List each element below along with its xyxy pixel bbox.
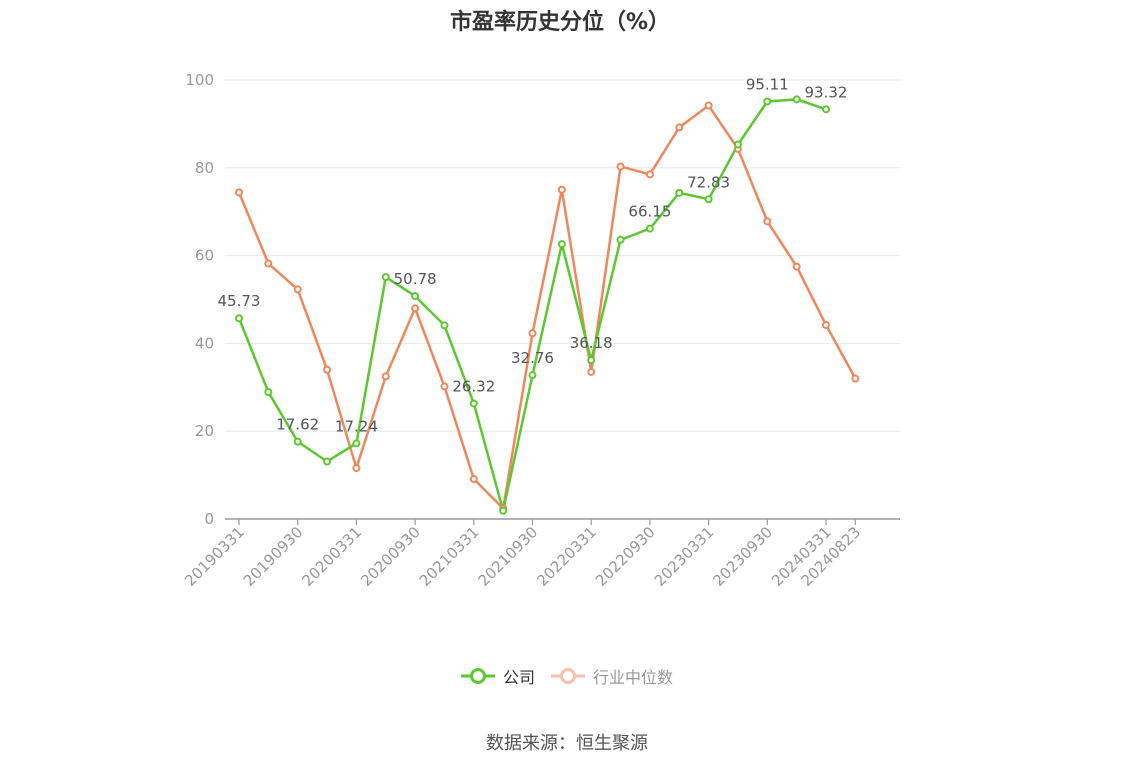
y-tick-label: 100 (185, 71, 214, 89)
series-lines (237, 98, 857, 512)
data-point-industry-median[interactable] (763, 217, 772, 226)
x-tick-label: 20230331 (651, 523, 718, 590)
data-label: 17.62 (276, 416, 319, 434)
data-point-industry-median[interactable] (528, 329, 537, 338)
y-tick-label: 60 (195, 247, 214, 265)
data-label: 32.76 (511, 349, 554, 367)
x-tick-label: 20190930 (240, 523, 307, 590)
x-tick-label: 20190331 (181, 523, 248, 590)
data-point-company[interactable] (499, 506, 508, 515)
legend: 公司 行业中位数 (0, 664, 1134, 688)
data-point-industry-median[interactable] (264, 259, 273, 268)
data-point-company[interactable] (645, 224, 654, 233)
data-point-company[interactable] (235, 314, 243, 323)
data-point-company[interactable] (323, 457, 332, 466)
series-line-industry-median (237, 104, 857, 510)
data-point-company[interactable] (822, 105, 830, 114)
x-tick-label: 20210930 (475, 523, 542, 590)
data-point-industry-median[interactable] (616, 162, 625, 171)
legend-marker-company (460, 668, 495, 684)
x-tick-label: 20210331 (416, 523, 483, 590)
data-point-industry-median[interactable] (792, 262, 801, 271)
data-point-company[interactable] (733, 140, 742, 149)
data-point-industry-median[interactable] (235, 188, 243, 197)
grid-lines (225, 79, 900, 432)
data-point-industry-median[interactable] (557, 185, 566, 194)
data-point-industry-median[interactable] (352, 464, 361, 473)
data-point-industry-median[interactable] (411, 304, 420, 313)
y-tick-label: 80 (195, 159, 214, 177)
data-labels: 45.73 17.62 17.24 50.78 26.32 32.76 36.18 66.15… (218, 75, 848, 435)
data-point-company[interactable] (352, 439, 361, 448)
data-point-company[interactable] (675, 188, 684, 197)
data-label: 72.83 (687, 173, 730, 191)
legend-item-industry-median[interactable]: 行业中位数 (551, 664, 673, 688)
x-tick-label: 20220930 (592, 523, 659, 590)
x-tick-label: 20220331 (533, 523, 600, 590)
data-point-industry-median[interactable] (587, 367, 596, 376)
data-label: 93.32 (805, 83, 848, 101)
legend-item-company[interactable]: 公司 (460, 664, 535, 688)
data-point-industry-median[interactable] (440, 382, 449, 391)
source-note: 数据来源：恒生聚源 (486, 733, 648, 754)
data-point-company[interactable] (616, 235, 625, 244)
data-label: 95.11 (746, 75, 789, 93)
data-point-company[interactable] (528, 371, 537, 380)
legend-label-industry-median: 行业中位数 (593, 668, 674, 687)
data-point-industry-median[interactable] (469, 475, 478, 484)
data-point-company[interactable] (293, 437, 302, 446)
data-point-company[interactable] (381, 273, 390, 282)
data-point-industry-median[interactable] (293, 285, 302, 294)
data-point-industry-median[interactable] (851, 374, 860, 383)
y-tick-label: 20 (195, 422, 214, 440)
data-point-company[interactable] (792, 95, 801, 104)
y-tick-label: 0 (204, 510, 214, 528)
x-tick-label: 20200331 (299, 523, 366, 590)
data-point-industry-median[interactable] (381, 372, 390, 381)
data-label: 50.78 (394, 270, 437, 288)
data-point-industry-median[interactable] (645, 170, 654, 179)
data-label: 26.32 (452, 377, 495, 395)
data-label: 36.18 (570, 334, 613, 352)
data-point-company[interactable] (587, 356, 596, 365)
data-label: 45.73 (218, 292, 261, 310)
legend-marker-industry-median (551, 668, 585, 684)
data-point-industry-median[interactable] (675, 123, 684, 132)
data-point-company[interactable] (440, 321, 449, 330)
legend-label-company: 公司 (502, 668, 535, 687)
data-label: 17.24 (335, 417, 378, 435)
data-point-industry-median[interactable] (704, 101, 713, 110)
data-point-company[interactable] (763, 97, 772, 106)
data-point-company[interactable] (557, 240, 566, 249)
x-tick-label: 20200930 (357, 523, 424, 590)
series-line-company (237, 98, 827, 512)
data-point-industry-median[interactable] (323, 365, 332, 374)
data-point-company[interactable] (704, 195, 713, 204)
axes: 0 20 40 60 80 100 2019033120190930202003312020… (181, 71, 900, 590)
x-tick-label: 20230930 (709, 523, 776, 590)
data-point-company[interactable] (469, 399, 478, 408)
data-point-company[interactable] (264, 388, 273, 397)
data-points (235, 95, 860, 515)
chart-title: 市盈率历史分位（%） (449, 10, 671, 35)
data-label: 66.15 (628, 203, 671, 221)
y-tick-label: 40 (195, 334, 214, 352)
data-point-company[interactable] (411, 292, 420, 301)
data-point-industry-median[interactable] (822, 320, 830, 329)
